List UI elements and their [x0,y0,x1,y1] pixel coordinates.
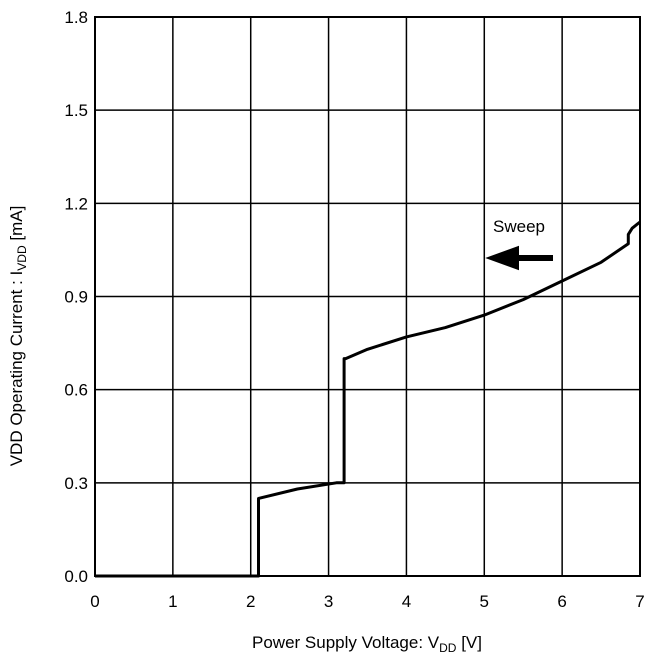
y-axis-label-sub: VDD [15,245,29,271]
plot-frame [94,16,641,577]
y-tick-label: 1.5 [64,101,88,120]
x-tick-label: 4 [402,592,411,611]
x-axis-label-sub: DD [439,641,457,655]
series-line [95,220,641,578]
y-axis-label-unit: [mA] [7,206,26,246]
sweep-annotation: Sweep [493,217,545,236]
y-tick-label: 0.9 [64,288,88,307]
x-tick-label: 2 [246,592,255,611]
x-tick-label: 3 [324,592,333,611]
x-axis-label-unit: [V] [456,633,482,652]
y-tick-label: 0.3 [64,474,88,493]
x-axis-label: Power Supply Voltage: VDD [V] [252,633,482,655]
x-tick-labels: 0 1 2 3 4 5 6 7 [90,592,644,611]
y-tick-label: 1.8 [64,8,88,27]
y-axis-label-main: VDD Operating Current : I [7,271,26,467]
sweep-arrow-icon [485,245,553,271]
x-tick-label: 6 [557,592,566,611]
y-tick-label: 0.0 [64,567,88,586]
y-tick-label: 0.6 [64,381,88,400]
x-tick-label: 5 [480,592,489,611]
x-tick-label: 0 [90,592,99,611]
x-axis-label-main: Power Supply Voltage: V [252,633,440,652]
y-axis-label: VDD Operating Current : IVDD [mA] [7,206,29,467]
grid-lines [94,16,641,577]
x-tick-label: 1 [168,592,177,611]
x-tick-label: 7 [635,592,644,611]
y-tick-labels: 0.0 0.3 0.6 0.9 1.2 1.5 1.8 [64,8,88,586]
y-tick-label: 1.2 [64,194,88,213]
